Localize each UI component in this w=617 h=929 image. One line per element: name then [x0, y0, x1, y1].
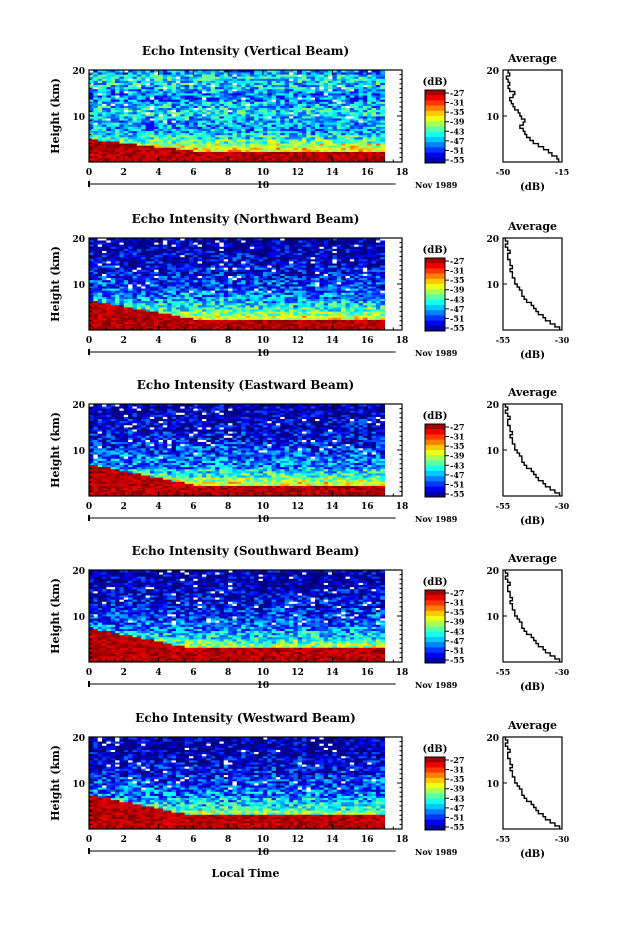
x-tick-label: 4 [155, 168, 161, 178]
x-tick-label: 18 [396, 168, 409, 178]
heatmap-cells [89, 238, 385, 330]
colorbar-tick-label: -51 [450, 145, 464, 155]
colorbar-tick-label: -43 [450, 126, 465, 136]
y-tick-label: 20 [72, 67, 85, 77]
colorbar-swatch [425, 90, 445, 96]
x-tick-label: 0 [86, 168, 92, 178]
average-x-axis-title: (dB) [520, 182, 545, 193]
colorbar-swatch [425, 100, 445, 106]
x-tick-label: 8 [225, 168, 231, 178]
colorbar-swatch [425, 111, 445, 117]
colorbar-swatch [425, 137, 445, 143]
x-tick-label: 12 [291, 168, 304, 178]
colorbar-swatch [425, 106, 445, 112]
colorbar-swatch [425, 95, 445, 101]
average-title: Average [507, 52, 557, 65]
date-label: Nov 1989 [415, 180, 458, 190]
panel-title: Echo Intensity (Vertical Beam) [142, 44, 349, 58]
colorbar-swatch [425, 116, 445, 122]
colorbar-tick-label: -55 [450, 155, 464, 165]
average-frame [503, 70, 562, 162]
colorbar-swatch [425, 121, 445, 127]
average-y-tick-label: 10 [486, 113, 499, 123]
panel-title: Echo Intensity (Northward Beam) [132, 212, 360, 226]
x-tick-label: 6 [190, 168, 196, 178]
y-tick-label: 10 [72, 113, 85, 123]
colorbar-tick-label: -31 [450, 98, 464, 108]
x-tick-label: 16 [361, 168, 374, 178]
y-axis-title: Height (km) [49, 78, 62, 154]
colorbar-tick-label: -27 [450, 88, 464, 98]
heatmap-cells [89, 70, 385, 162]
average-y-tick-label: 20 [486, 67, 499, 77]
x-tick-label: 10 [257, 168, 270, 178]
average-x-tick-label: -50 [496, 167, 511, 177]
colorbar-tick-label: -35 [450, 107, 464, 117]
colorbar-swatch [425, 153, 445, 159]
colorbar-swatch [425, 147, 445, 153]
x-tick-label: 2 [121, 168, 127, 178]
x-tick-label: 14 [326, 168, 339, 178]
colorbar-swatch [425, 132, 445, 138]
colorbar-unit: (dB) [423, 77, 448, 88]
colorbar-swatch [425, 158, 445, 164]
average-x-tick-label: -15 [555, 167, 569, 177]
colorbar-swatch [425, 142, 445, 148]
colorbar-tick-label: -47 [450, 136, 464, 146]
day-label: 10 [257, 181, 270, 191]
colorbar-tick-label: -39 [450, 117, 465, 127]
colorbar-swatch [425, 127, 445, 133]
